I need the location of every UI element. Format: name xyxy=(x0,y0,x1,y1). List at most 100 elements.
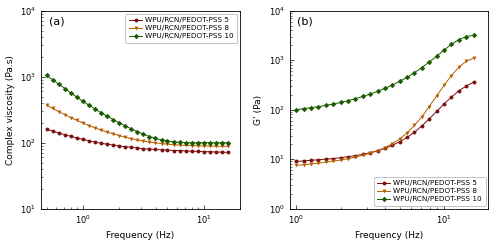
WPU/RCN/PEDOT-PSS 8 xyxy=(140,139,146,142)
WPU/RCN/PEDOT-PSS 5 xyxy=(43,128,49,131)
WPU/RCN/PEDOT-PSS 10 xyxy=(74,96,80,99)
WPU/RCN/PEDOT-PSS 10 xyxy=(80,100,86,103)
WPU/RCN/PEDOT-PSS 10 xyxy=(49,78,55,81)
WPU/RCN/PEDOT-PSS 8 xyxy=(374,149,380,152)
WPU/RCN/PEDOT-PSS 8 xyxy=(471,57,477,60)
WPU/RCN/PEDOT-PSS 10 xyxy=(441,49,447,52)
WPU/RCN/PEDOT-PSS 8 xyxy=(170,143,176,146)
WPU/RCN/PEDOT-PSS 8 xyxy=(207,145,213,148)
WPU/RCN/PEDOT-PSS 5 xyxy=(86,139,92,142)
WPU/RCN/PEDOT-PSS 10 xyxy=(153,137,159,140)
WPU/RCN/PEDOT-PSS 5 xyxy=(104,143,110,146)
WPU/RCN/PEDOT-PSS 10 xyxy=(213,141,219,144)
WPU/RCN/PEDOT-PSS 8 xyxy=(146,141,152,144)
WPU/RCN/PEDOT-PSS 5 xyxy=(56,132,62,135)
WPU/RCN/PEDOT-PSS 10 xyxy=(330,103,336,106)
WPU/RCN/PEDOT-PSS 10 xyxy=(323,104,329,107)
WPU/RCN/PEDOT-PSS 5 xyxy=(463,85,469,88)
WPU/RCN/PEDOT-PSS 8 xyxy=(165,143,170,146)
WPU/RCN/PEDOT-PSS 5 xyxy=(110,144,116,147)
WPU/RCN/PEDOT-PSS 10 xyxy=(183,141,189,144)
WPU/RCN/PEDOT-PSS 8 xyxy=(419,115,425,118)
WPU/RCN/PEDOT-PSS 10 xyxy=(159,138,165,141)
WPU/RCN/PEDOT-PSS 5 xyxy=(213,151,219,154)
Legend: WPU/RCN/PEDOT-PSS 5, WPU/RCN/PEDOT-PSS 8, WPU/RCN/PEDOT-PSS 10: WPU/RCN/PEDOT-PSS 5, WPU/RCN/PEDOT-PSS 8… xyxy=(125,14,237,43)
WPU/RCN/PEDOT-PSS 5 xyxy=(434,110,440,113)
WPU/RCN/PEDOT-PSS 10 xyxy=(412,71,417,74)
WPU/RCN/PEDOT-PSS 5 xyxy=(308,159,314,162)
WPU/RCN/PEDOT-PSS 8 xyxy=(128,137,134,140)
WPU/RCN/PEDOT-PSS 5 xyxy=(49,130,55,133)
X-axis label: Frequency (Hz): Frequency (Hz) xyxy=(107,231,175,240)
WPU/RCN/PEDOT-PSS 10 xyxy=(367,92,373,95)
WPU/RCN/PEDOT-PSS 10 xyxy=(177,141,183,144)
X-axis label: Frequency (Hz): Frequency (Hz) xyxy=(355,231,423,240)
WPU/RCN/PEDOT-PSS 8 xyxy=(86,124,92,127)
WPU/RCN/PEDOT-PSS 8 xyxy=(80,122,86,124)
WPU/RCN/PEDOT-PSS 10 xyxy=(360,95,366,98)
WPU/RCN/PEDOT-PSS 10 xyxy=(43,74,49,77)
WPU/RCN/PEDOT-PSS 10 xyxy=(426,61,432,63)
WPU/RCN/PEDOT-PSS 8 xyxy=(463,60,469,63)
WPU/RCN/PEDOT-PSS 5 xyxy=(170,149,176,152)
WPU/RCN/PEDOT-PSS 8 xyxy=(159,142,165,145)
WPU/RCN/PEDOT-PSS 5 xyxy=(98,142,104,145)
WPU/RCN/PEDOT-PSS 10 xyxy=(201,141,206,144)
WPU/RCN/PEDOT-PSS 5 xyxy=(134,147,140,150)
WPU/RCN/PEDOT-PSS 10 xyxy=(146,135,152,138)
WPU/RCN/PEDOT-PSS 10 xyxy=(471,34,477,37)
Line: WPU/RCN/PEDOT-PSS 10: WPU/RCN/PEDOT-PSS 10 xyxy=(294,33,475,112)
Line: WPU/RCN/PEDOT-PSS 8: WPU/RCN/PEDOT-PSS 8 xyxy=(45,103,230,148)
WPU/RCN/PEDOT-PSS 8 xyxy=(323,161,329,164)
WPU/RCN/PEDOT-PSS 10 xyxy=(300,107,306,110)
WPU/RCN/PEDOT-PSS 10 xyxy=(219,141,225,144)
WPU/RCN/PEDOT-PSS 10 xyxy=(463,35,469,38)
WPU/RCN/PEDOT-PSS 8 xyxy=(189,144,195,147)
WPU/RCN/PEDOT-PSS 5 xyxy=(219,151,225,154)
WPU/RCN/PEDOT-PSS 10 xyxy=(195,141,201,144)
WPU/RCN/PEDOT-PSS 5 xyxy=(426,118,432,121)
WPU/RCN/PEDOT-PSS 8 xyxy=(330,160,336,163)
WPU/RCN/PEDOT-PSS 8 xyxy=(456,66,462,69)
WPU/RCN/PEDOT-PSS 8 xyxy=(195,144,201,147)
WPU/RCN/PEDOT-PSS 10 xyxy=(68,91,74,94)
Line: WPU/RCN/PEDOT-PSS 5: WPU/RCN/PEDOT-PSS 5 xyxy=(45,127,230,154)
WPU/RCN/PEDOT-PSS 8 xyxy=(104,131,110,134)
WPU/RCN/PEDOT-PSS 5 xyxy=(441,103,447,106)
WPU/RCN/PEDOT-PSS 5 xyxy=(338,156,344,159)
WPU/RCN/PEDOT-PSS 10 xyxy=(397,80,403,83)
WPU/RCN/PEDOT-PSS 10 xyxy=(110,118,116,121)
WPU/RCN/PEDOT-PSS 10 xyxy=(104,115,110,118)
WPU/RCN/PEDOT-PSS 5 xyxy=(389,144,395,147)
WPU/RCN/PEDOT-PSS 5 xyxy=(471,81,477,84)
WPU/RCN/PEDOT-PSS 8 xyxy=(441,84,447,87)
WPU/RCN/PEDOT-PSS 10 xyxy=(345,99,351,102)
WPU/RCN/PEDOT-PSS 5 xyxy=(62,133,68,136)
WPU/RCN/PEDOT-PSS 10 xyxy=(456,38,462,41)
WPU/RCN/PEDOT-PSS 10 xyxy=(419,66,425,69)
WPU/RCN/PEDOT-PSS 8 xyxy=(293,164,299,167)
WPU/RCN/PEDOT-PSS 5 xyxy=(146,148,152,151)
WPU/RCN/PEDOT-PSS 8 xyxy=(134,138,140,141)
WPU/RCN/PEDOT-PSS 8 xyxy=(300,163,306,166)
WPU/RCN/PEDOT-PSS 5 xyxy=(165,149,170,152)
WPU/RCN/PEDOT-PSS 8 xyxy=(123,136,128,139)
WPU/RCN/PEDOT-PSS 8 xyxy=(153,141,159,144)
WPU/RCN/PEDOT-PSS 5 xyxy=(382,147,388,150)
WPU/RCN/PEDOT-PSS 8 xyxy=(92,126,98,129)
WPU/RCN/PEDOT-PSS 5 xyxy=(74,137,80,139)
WPU/RCN/PEDOT-PSS 5 xyxy=(315,158,321,161)
WPU/RCN/PEDOT-PSS 10 xyxy=(117,121,123,124)
WPU/RCN/PEDOT-PSS 10 xyxy=(449,43,454,46)
WPU/RCN/PEDOT-PSS 8 xyxy=(360,154,366,157)
Y-axis label: Complex viscosity (Pa.s): Complex viscosity (Pa.s) xyxy=(5,55,14,165)
WPU/RCN/PEDOT-PSS 10 xyxy=(404,76,410,79)
WPU/RCN/PEDOT-PSS 10 xyxy=(128,127,134,130)
WPU/RCN/PEDOT-PSS 10 xyxy=(140,133,146,136)
WPU/RCN/PEDOT-PSS 8 xyxy=(49,107,55,110)
WPU/RCN/PEDOT-PSS 5 xyxy=(225,151,231,154)
WPU/RCN/PEDOT-PSS 8 xyxy=(110,132,116,135)
WPU/RCN/PEDOT-PSS 5 xyxy=(374,149,380,152)
WPU/RCN/PEDOT-PSS 5 xyxy=(360,153,366,156)
WPU/RCN/PEDOT-PSS 5 xyxy=(404,136,410,139)
